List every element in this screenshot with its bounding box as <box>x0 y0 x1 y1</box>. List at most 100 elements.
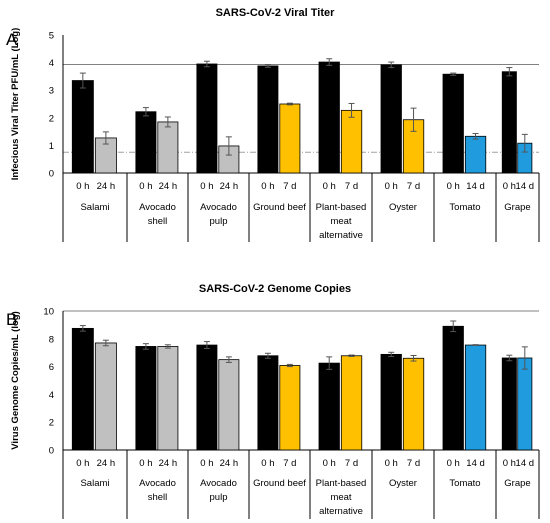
x-category-label: Tomato <box>449 478 480 489</box>
x-category-label: Tomato <box>449 202 480 213</box>
x-time-label: 0 h <box>447 181 460 192</box>
bar <box>257 65 279 174</box>
bar <box>442 73 464 174</box>
x-category-label: alternative <box>319 230 363 241</box>
x-time-label: 0 h <box>323 181 336 192</box>
bar <box>318 61 340 174</box>
bar <box>196 63 218 174</box>
x-time-label: 24 h <box>97 181 116 192</box>
bar <box>442 325 464 451</box>
x-time-label: 0 h <box>261 458 274 469</box>
x-category-label: pulp <box>210 492 228 503</box>
x-category-label: Avocado <box>200 202 237 213</box>
y-tick-label: 1 <box>49 141 54 152</box>
x-category-label: Salami <box>80 478 109 489</box>
x-category-label: Oyster <box>389 202 417 213</box>
x-category-label: Ground beef <box>253 478 306 489</box>
y-axis-label: Virus Genome Copies/mL (log) <box>10 311 21 449</box>
bar <box>501 357 517 451</box>
bar <box>340 355 363 451</box>
y-tick-label: 5 <box>49 31 54 42</box>
x-category-label: Avocado <box>139 202 176 213</box>
x-time-label: 0 h <box>76 458 89 469</box>
bar <box>517 357 533 451</box>
y-tick-label: 4 <box>49 58 54 69</box>
x-time-label: 0 h <box>200 181 213 192</box>
x-time-label: 24 h <box>159 458 178 469</box>
x-time-label: 24 h <box>220 181 239 192</box>
x-time-label: 0 h <box>503 458 516 469</box>
x-category-label: Avocado <box>200 478 237 489</box>
x-time-label: 0 h <box>139 181 152 192</box>
x-category-label: meat <box>330 492 351 503</box>
y-tick-label: 3 <box>49 86 54 97</box>
x-category-label: alternative <box>319 506 363 517</box>
bar <box>135 346 157 451</box>
bar <box>402 357 425 451</box>
x-category-label: Avocado <box>139 478 176 489</box>
y-tick-label: 6 <box>49 362 54 373</box>
bar <box>257 355 279 451</box>
panel-label: A <box>6 30 18 49</box>
bar <box>279 103 301 174</box>
bar <box>196 344 218 451</box>
x-time-label: 0 h <box>385 181 398 192</box>
x-time-label: 0 h <box>139 458 152 469</box>
x-time-label: 7 d <box>407 458 420 469</box>
bar <box>157 346 179 451</box>
y-tick-label: 4 <box>49 390 54 401</box>
x-time-label: 0 h <box>385 458 398 469</box>
x-category-label: shell <box>148 216 168 227</box>
x-time-label: 0 h <box>323 458 336 469</box>
x-time-label: 24 h <box>220 458 239 469</box>
x-category-label: Grape <box>504 202 530 213</box>
bar <box>318 362 340 451</box>
bar <box>279 365 301 451</box>
bar <box>380 353 402 451</box>
bar <box>380 64 402 174</box>
panel-label: B <box>6 310 17 329</box>
x-time-label: 14 d <box>466 458 485 469</box>
y-tick-label: 0 <box>49 446 54 457</box>
x-category-label: shell <box>148 492 168 503</box>
bar <box>71 327 94 451</box>
x-category-label: Plant-based <box>316 478 367 489</box>
bar <box>71 80 94 174</box>
x-category-label: Ground beef <box>253 202 306 213</box>
bar <box>157 121 179 174</box>
x-time-label: 0 h <box>503 181 516 192</box>
x-time-label: 7 d <box>283 181 296 192</box>
x-time-label: 7 d <box>345 458 358 469</box>
bar <box>464 344 487 451</box>
x-category-label: Oyster <box>389 478 417 489</box>
x-time-label: 0 h <box>261 181 274 192</box>
y-tick-label: 8 <box>49 334 54 345</box>
bar <box>464 135 487 174</box>
y-tick-label: 0 <box>49 169 54 180</box>
x-category-label: meat <box>330 216 351 227</box>
x-category-label: pulp <box>210 216 228 227</box>
bar <box>94 342 117 451</box>
bar <box>218 359 240 451</box>
y-tick-label: 2 <box>49 418 54 429</box>
chart-title: SARS-CoV-2 Viral Titer <box>216 7 336 19</box>
bar <box>340 109 363 174</box>
x-time-label: 14 d <box>516 181 535 192</box>
x-time-label: 14 d <box>466 181 485 192</box>
y-tick-label: 2 <box>49 113 54 124</box>
x-time-label: 24 h <box>159 181 178 192</box>
x-time-label: 0 h <box>200 458 213 469</box>
y-tick-label: 10 <box>43 307 54 318</box>
bar <box>135 111 157 174</box>
x-category-label: Grape <box>504 478 530 489</box>
y-axis-label: Infecious Viral Titer PFU/mL (Log) <box>10 28 21 181</box>
x-time-label: 7 d <box>283 458 296 469</box>
x-category-label: Salami <box>80 202 109 213</box>
x-time-label: 7 d <box>407 181 420 192</box>
x-time-label: 14 d <box>516 458 535 469</box>
x-time-label: 0 h <box>447 458 460 469</box>
bar <box>501 71 517 174</box>
